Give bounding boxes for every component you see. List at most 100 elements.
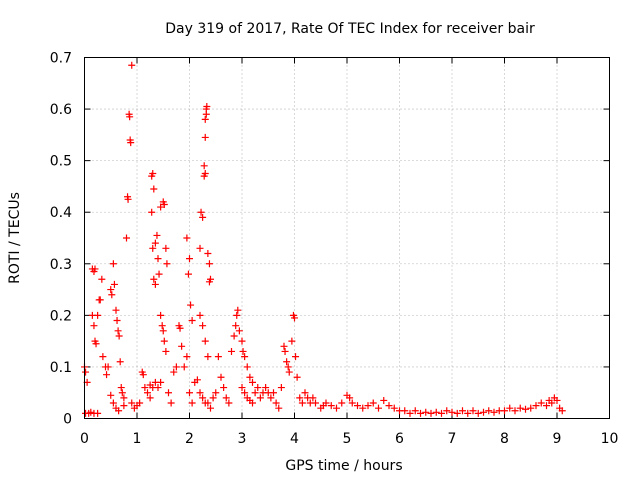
- data-point: [369, 399, 377, 407]
- data-point: [109, 260, 117, 268]
- data-point: [162, 347, 170, 355]
- data-point: [243, 363, 251, 371]
- plot-frame: [84, 57, 610, 419]
- data-point: [87, 408, 95, 416]
- data-point: [183, 234, 191, 242]
- data-point: [270, 389, 277, 397]
- data-point: [151, 280, 159, 288]
- data-point: [113, 317, 121, 325]
- x-axis-label: GPS time / hours: [285, 458, 402, 474]
- data-point: [212, 389, 220, 397]
- data-point: [254, 384, 262, 392]
- data-point: [239, 347, 247, 355]
- data-point: [222, 394, 230, 402]
- data-point: [241, 353, 249, 361]
- data-point: [459, 407, 466, 415]
- data-point: [115, 407, 123, 415]
- data-point: [199, 213, 207, 221]
- data-point: [506, 404, 514, 412]
- data-point: [272, 399, 280, 407]
- data-point: [401, 407, 409, 415]
- data-point: [151, 239, 159, 247]
- data-point: [235, 327, 243, 335]
- data-point: [201, 337, 209, 345]
- data-point: [385, 402, 393, 410]
- data-point: [207, 275, 214, 283]
- data-point: [167, 399, 175, 407]
- data-point: [209, 394, 217, 402]
- y-tick-label: 0.2: [50, 308, 72, 324]
- y-tick-label: 0.7: [50, 51, 72, 67]
- y-tick-label: 0.5: [50, 154, 72, 170]
- data-point: [225, 399, 233, 407]
- data-point: [159, 327, 167, 335]
- data-point: [114, 327, 122, 335]
- data-point: [280, 342, 288, 350]
- x-tick-label: 4: [290, 431, 299, 447]
- data-point: [432, 408, 440, 416]
- data-point: [184, 270, 192, 278]
- data-point: [251, 389, 259, 397]
- data-point: [205, 260, 213, 268]
- data-point: [163, 260, 171, 268]
- data-point: [94, 409, 102, 417]
- data-point: [94, 311, 102, 319]
- data-point: [117, 384, 125, 392]
- data-point: [214, 353, 222, 361]
- data-point: [201, 133, 209, 141]
- data-point: [146, 394, 154, 402]
- data-point: [107, 286, 115, 294]
- data-point: [146, 381, 154, 389]
- data-point: [443, 407, 451, 415]
- data-point: [422, 408, 430, 416]
- data-point: [281, 347, 289, 355]
- data-point: [301, 389, 309, 397]
- data-point: [234, 306, 242, 314]
- data-point: [375, 404, 382, 412]
- data-point: [153, 231, 161, 239]
- data-point: [141, 384, 149, 392]
- data-point: [178, 342, 186, 350]
- data-point: [128, 61, 136, 69]
- data-point: [543, 402, 550, 410]
- data-point: [241, 389, 249, 397]
- x-tick-label: 5: [343, 431, 352, 447]
- data-point: [204, 353, 212, 361]
- data-point: [292, 353, 300, 361]
- y-axis-label: ROTI / TECUs: [7, 192, 23, 284]
- data-point: [188, 317, 196, 325]
- data-point: [228, 347, 235, 355]
- data-point: [298, 399, 306, 407]
- data-point: [123, 234, 130, 242]
- x-tick-label: 8: [500, 431, 509, 447]
- data-point: [127, 139, 135, 147]
- data-point: [118, 389, 126, 397]
- data-point: [104, 363, 112, 371]
- data-point: [558, 407, 566, 415]
- data-point: [90, 322, 98, 330]
- data-point: [203, 102, 211, 110]
- data-point: [196, 389, 204, 397]
- data-point: [201, 115, 209, 123]
- data-point: [162, 244, 170, 252]
- data-point: [217, 373, 225, 381]
- data-point: [537, 399, 545, 407]
- data-point: [176, 324, 184, 332]
- chart-title: Day 319 of 2017, Rate Of TEC Index for r…: [165, 21, 535, 37]
- data-point: [103, 371, 111, 379]
- y-tick-label: 0.6: [50, 102, 72, 118]
- data-point: [390, 404, 398, 412]
- data-point: [160, 200, 168, 208]
- data-point: [196, 244, 204, 252]
- data-point: [291, 314, 298, 322]
- data-point: [249, 399, 256, 407]
- data-point: [98, 275, 106, 283]
- x-tick-label: 7: [448, 431, 457, 447]
- data-point: [154, 255, 162, 263]
- y-tick-label: 0.3: [50, 257, 72, 273]
- data-point: [91, 265, 99, 273]
- data-point: [346, 394, 354, 402]
- data-point: [110, 280, 118, 288]
- data-point: [275, 404, 283, 412]
- data-point: [553, 396, 561, 404]
